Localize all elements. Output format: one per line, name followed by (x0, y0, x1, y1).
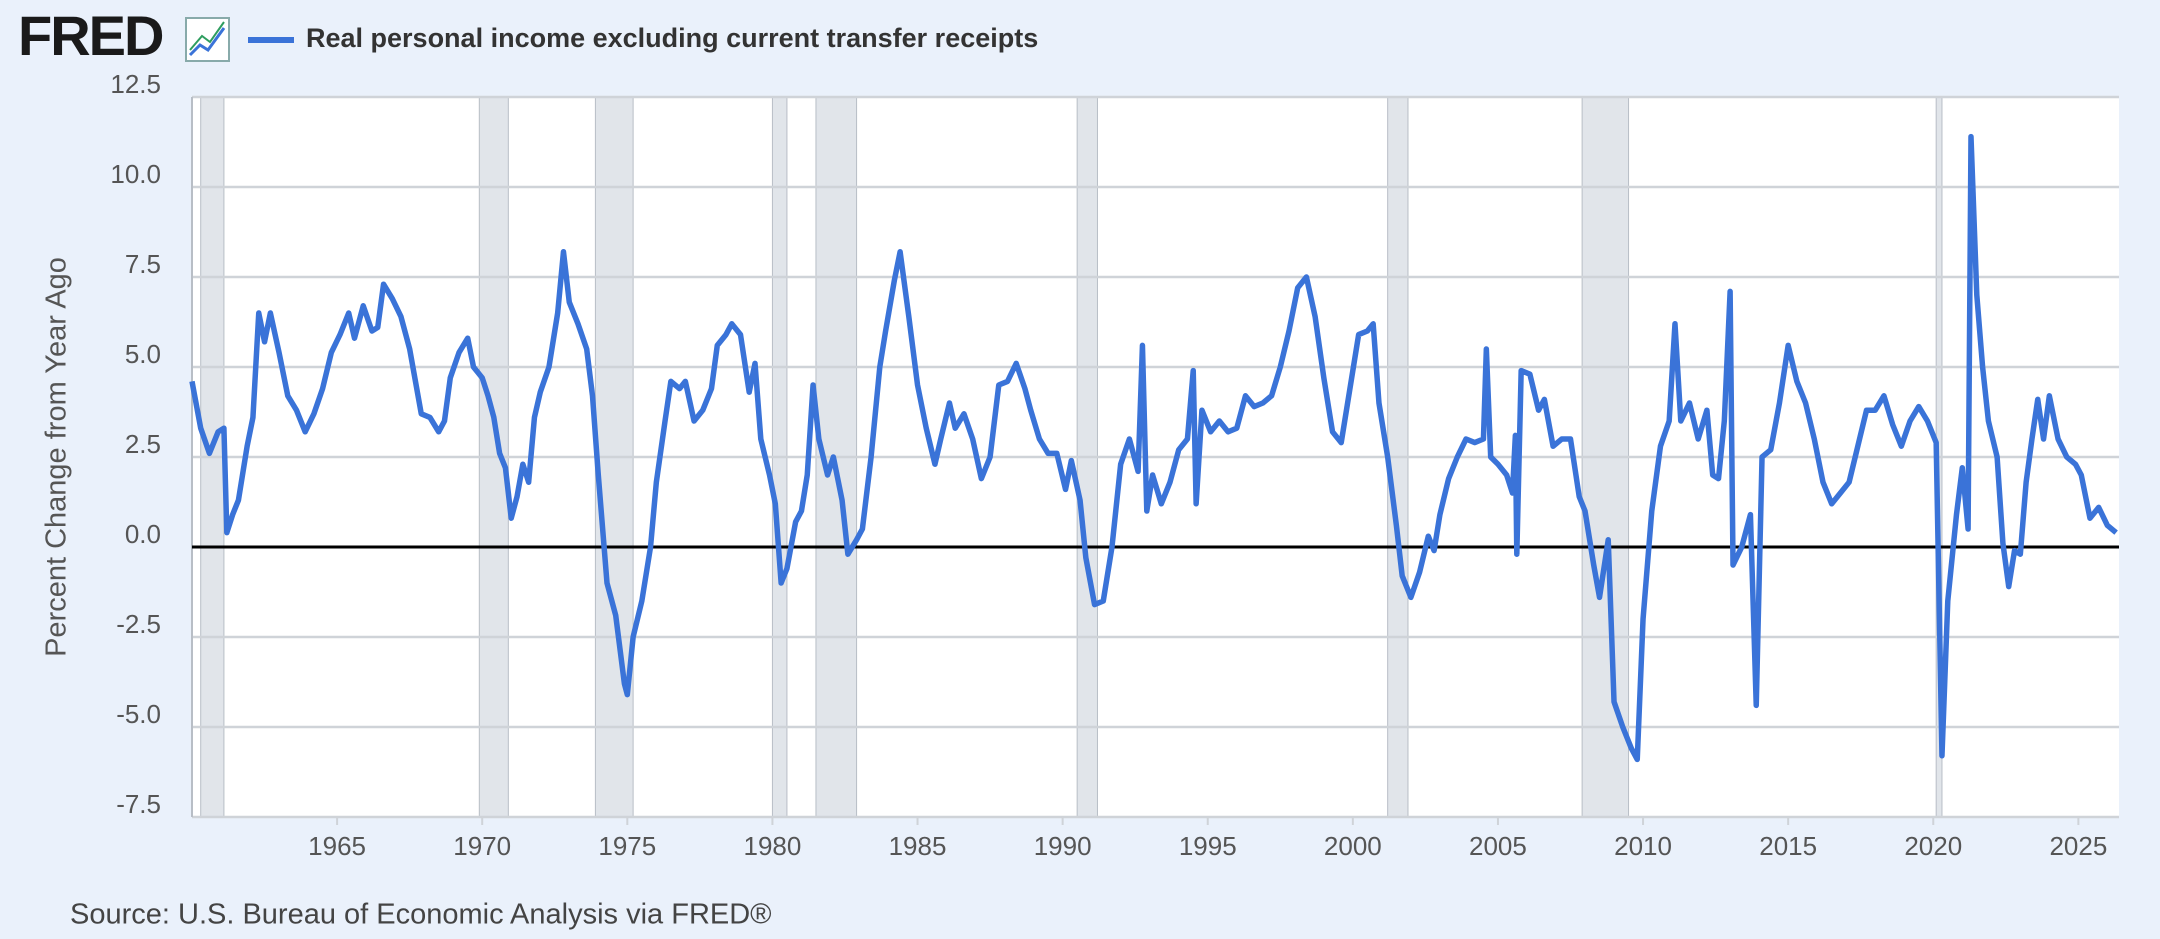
x-tick-label: 2000 (1324, 831, 1382, 861)
y-tick-label: 7.5 (125, 249, 161, 279)
logo-icon (185, 17, 230, 62)
plot: -7.5 -5.0 -2.5 0.0 2.5 5.0 7.5 10.0 12.5 1965 1970… (110, 69, 2119, 861)
legend-label: Real personal income excluding current t… (306, 23, 1038, 53)
x-tick-label: 1990 (1034, 831, 1092, 861)
y-tick-label: -7.5 (116, 789, 161, 819)
x-tick-label: 1965 (308, 831, 366, 861)
source-note: Source: U.S. Bureau of Economic Analysis… (70, 899, 772, 931)
x-tick-label: 1970 (453, 831, 511, 861)
data-line (189, 133, 2118, 763)
x-tick-label: 1975 (598, 831, 656, 861)
y-axis-label: Percent Change from Year Ago (41, 257, 73, 657)
x-tick-label: 2005 (1469, 831, 1527, 861)
x-tick-label: 2015 (1759, 831, 1817, 861)
y-tick-label: 12.5 (110, 69, 161, 99)
logo: FRED (18, 4, 163, 67)
y-tick-label: 5.0 (125, 339, 161, 369)
x-tick-label: 2020 (1904, 831, 1962, 861)
y-tick-label: -5.0 (116, 699, 161, 729)
x-tick-label: 1980 (743, 831, 801, 861)
y-tick-label: 0.0 (125, 519, 161, 549)
y-tick-label: -2.5 (116, 609, 161, 639)
x-tick-label: 1995 (1179, 831, 1237, 861)
x-tick-label: 2010 (1614, 831, 1672, 861)
y-tick-label: 2.5 (125, 429, 161, 459)
x-tick-label: 2025 (2049, 831, 2107, 861)
x-tick-label: 1985 (889, 831, 947, 861)
y-tick-label: 10.0 (110, 159, 161, 189)
